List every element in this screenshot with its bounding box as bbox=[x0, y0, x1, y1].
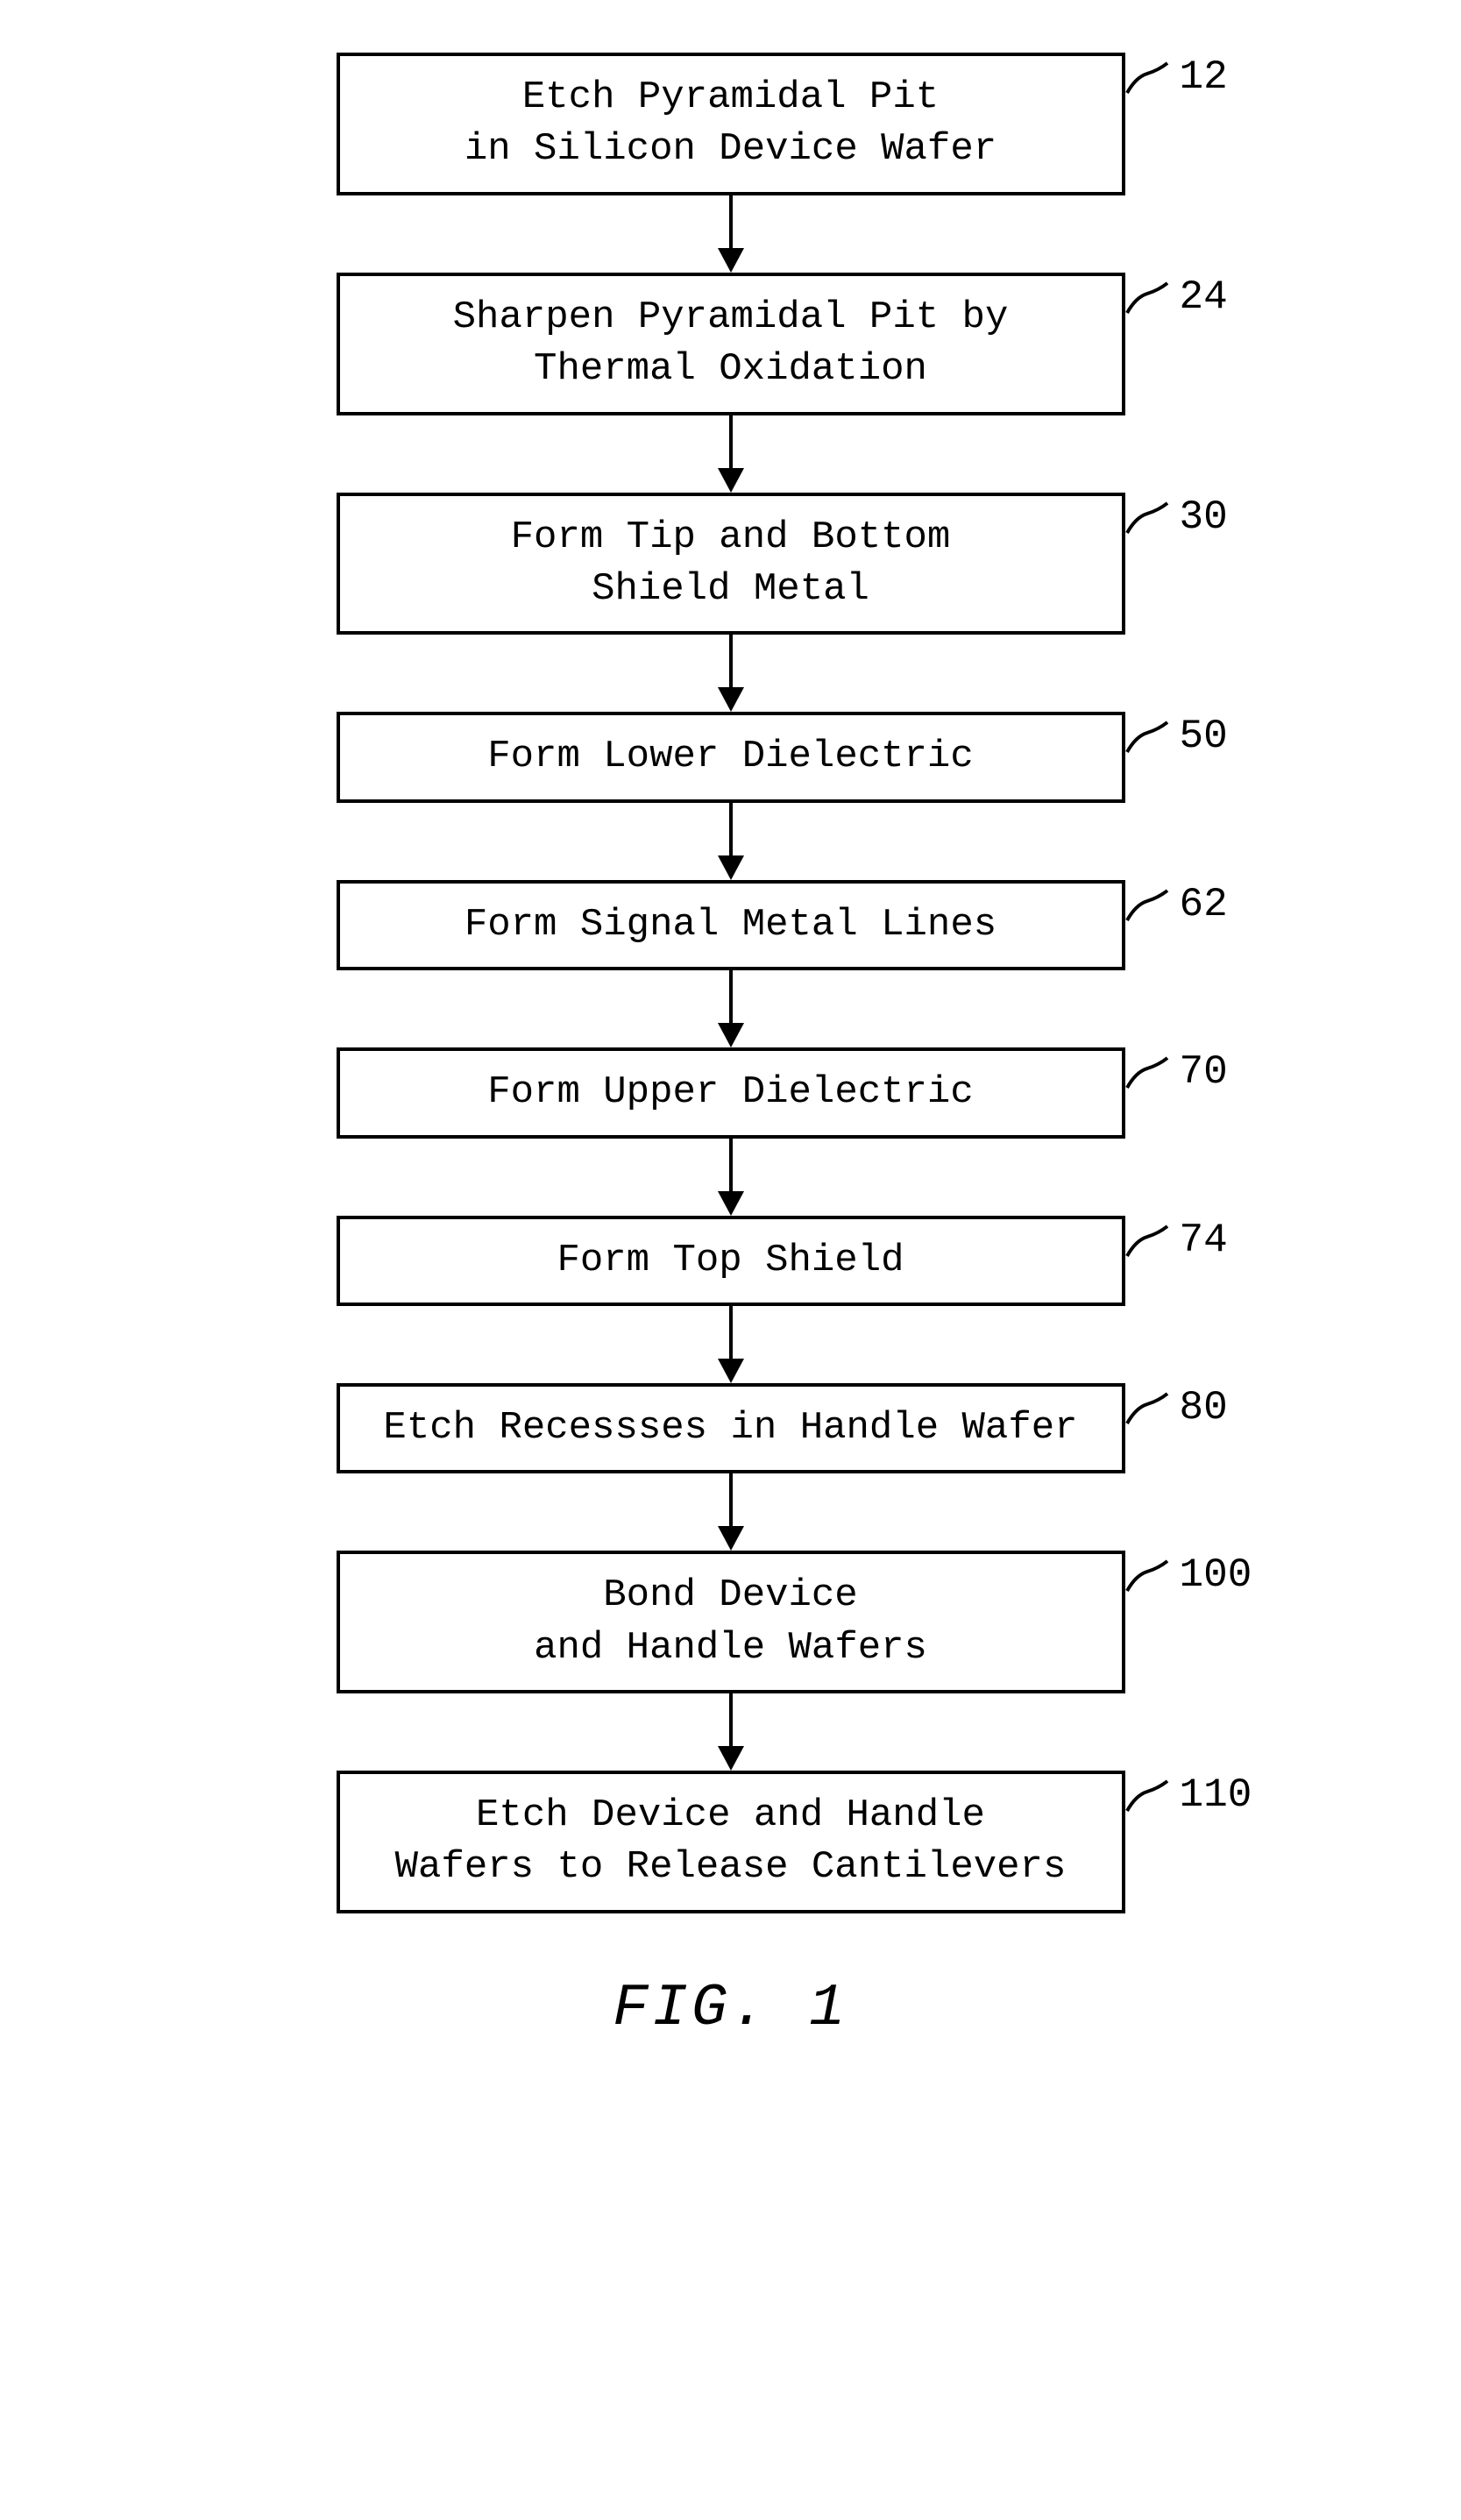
arrow-down-icon bbox=[709, 635, 753, 712]
flowchart-step-box: Form Top Shield bbox=[337, 1216, 1125, 1306]
flowchart-step-text: Etch Pyramidal Pitin Silicon Device Wafe… bbox=[465, 72, 996, 176]
flowchart-step-text: Form Top Shield bbox=[557, 1235, 904, 1287]
flowchart-step-text: Form Tip and BottomShield Metal bbox=[511, 512, 951, 616]
flowchart-step-number: 110 bbox=[1180, 1772, 1252, 1818]
flowchart-arrow bbox=[709, 1306, 753, 1383]
flowchart-step-row: Etch Pyramidal Pitin Silicon Device Wafe… bbox=[35, 53, 1426, 195]
flowchart-step-number: 74 bbox=[1180, 1217, 1228, 1263]
label-curve-icon bbox=[1125, 1054, 1169, 1090]
flowchart-arrow bbox=[709, 195, 753, 273]
label-curve-icon bbox=[1125, 719, 1169, 754]
flowchart-step-box: Sharpen Pyramidal Pit byThermal Oxidatio… bbox=[337, 273, 1125, 415]
flowchart-step-label: 12 bbox=[1125, 54, 1228, 100]
flowchart-step-text: Form Lower Dielectric bbox=[487, 731, 974, 783]
flowchart-step-number: 12 bbox=[1180, 54, 1228, 100]
flowchart-step-box: Form Upper Dielectric bbox=[337, 1047, 1125, 1138]
label-curve-icon bbox=[1125, 60, 1169, 95]
flowchart-step-label: 62 bbox=[1125, 882, 1228, 927]
flowchart-step-label: 50 bbox=[1125, 713, 1228, 759]
flowchart-step-number: 62 bbox=[1180, 882, 1228, 927]
flowchart-arrow bbox=[709, 1693, 753, 1771]
flowchart-step-box: Form Tip and BottomShield Metal bbox=[337, 493, 1125, 635]
arrow-down-icon bbox=[709, 1693, 753, 1771]
flowchart-step-number: 70 bbox=[1180, 1049, 1228, 1095]
flowchart-step-text: Sharpen Pyramidal Pit byThermal Oxidatio… bbox=[453, 292, 1009, 396]
flowchart-step-box: Form Signal Metal Lines bbox=[337, 880, 1125, 970]
flowchart-step-box: Etch Recessses in Handle Wafer bbox=[337, 1383, 1125, 1473]
flowchart-step-number: 30 bbox=[1180, 494, 1228, 540]
flowchart-step-row: Bond Deviceand Handle Wafers 100 bbox=[35, 1551, 1426, 1693]
flowchart-container: Etch Pyramidal Pitin Silicon Device Wafe… bbox=[35, 53, 1426, 1913]
arrow-down-icon bbox=[709, 415, 753, 493]
arrow-down-icon bbox=[709, 195, 753, 273]
flowchart-step-number: 24 bbox=[1180, 274, 1228, 320]
flowchart-arrow bbox=[709, 635, 753, 712]
label-curve-icon bbox=[1125, 887, 1169, 922]
flowchart-step-label: 80 bbox=[1125, 1385, 1228, 1430]
arrow-down-icon bbox=[709, 970, 753, 1047]
flowchart-arrow bbox=[709, 415, 753, 493]
flowchart-step-row: Etch Device and HandleWafers to Release … bbox=[35, 1771, 1426, 1913]
flowchart-step-box: Etch Device and HandleWafers to Release … bbox=[337, 1771, 1125, 1913]
flowchart-step-label: 110 bbox=[1125, 1772, 1252, 1818]
flowchart-step-label: 24 bbox=[1125, 274, 1228, 320]
flowchart-step-row: Etch Recessses in Handle Wafer 80 bbox=[35, 1383, 1426, 1473]
flowchart-step-row: Form Lower Dielectric 50 bbox=[35, 712, 1426, 802]
flowchart-step-row: Form Top Shield 74 bbox=[35, 1216, 1426, 1306]
figure-caption: FIG. 1 bbox=[613, 1975, 848, 2042]
flowchart-step-box: Bond Deviceand Handle Wafers bbox=[337, 1551, 1125, 1693]
flowchart-step-box: Form Lower Dielectric bbox=[337, 712, 1125, 802]
flowchart-step-label: 70 bbox=[1125, 1049, 1228, 1095]
flowchart-step-row: Form Signal Metal Lines 62 bbox=[35, 880, 1426, 970]
flowchart-step-number: 50 bbox=[1180, 713, 1228, 759]
label-curve-icon bbox=[1125, 280, 1169, 315]
label-curve-icon bbox=[1125, 500, 1169, 535]
flowchart-step-row: Form Tip and BottomShield Metal 30 bbox=[35, 493, 1426, 635]
flowchart-step-text: Form Signal Metal Lines bbox=[465, 899, 996, 951]
flowchart-step-row: Sharpen Pyramidal Pit byThermal Oxidatio… bbox=[35, 273, 1426, 415]
flowchart-step-text: Etch Recessses in Handle Wafer bbox=[383, 1402, 1077, 1454]
flowchart-arrow bbox=[709, 1473, 753, 1551]
arrow-down-icon bbox=[709, 1139, 753, 1216]
flowchart-step-label: 100 bbox=[1125, 1552, 1252, 1598]
flowchart-step-row: Form Upper Dielectric 70 bbox=[35, 1047, 1426, 1138]
flowchart-step-number: 80 bbox=[1180, 1385, 1228, 1430]
label-curve-icon bbox=[1125, 1558, 1169, 1593]
flowchart-step-text: Etch Device and HandleWafers to Release … bbox=[395, 1790, 1067, 1894]
flowchart-step-label: 74 bbox=[1125, 1217, 1228, 1263]
flowchart-step-text: Bond Deviceand Handle Wafers bbox=[534, 1570, 927, 1674]
label-curve-icon bbox=[1125, 1223, 1169, 1258]
arrow-down-icon bbox=[709, 1473, 753, 1551]
flowchart-step-box: Etch Pyramidal Pitin Silicon Device Wafe… bbox=[337, 53, 1125, 195]
arrow-down-icon bbox=[709, 803, 753, 880]
flowchart-arrow bbox=[709, 1139, 753, 1216]
flowchart-step-label: 30 bbox=[1125, 494, 1228, 540]
flowchart-arrow bbox=[709, 803, 753, 880]
flowchart-step-text: Form Upper Dielectric bbox=[487, 1067, 974, 1118]
label-curve-icon bbox=[1125, 1778, 1169, 1813]
flowchart-step-number: 100 bbox=[1180, 1552, 1252, 1598]
label-curve-icon bbox=[1125, 1390, 1169, 1425]
flowchart-arrow bbox=[709, 970, 753, 1047]
arrow-down-icon bbox=[709, 1306, 753, 1383]
